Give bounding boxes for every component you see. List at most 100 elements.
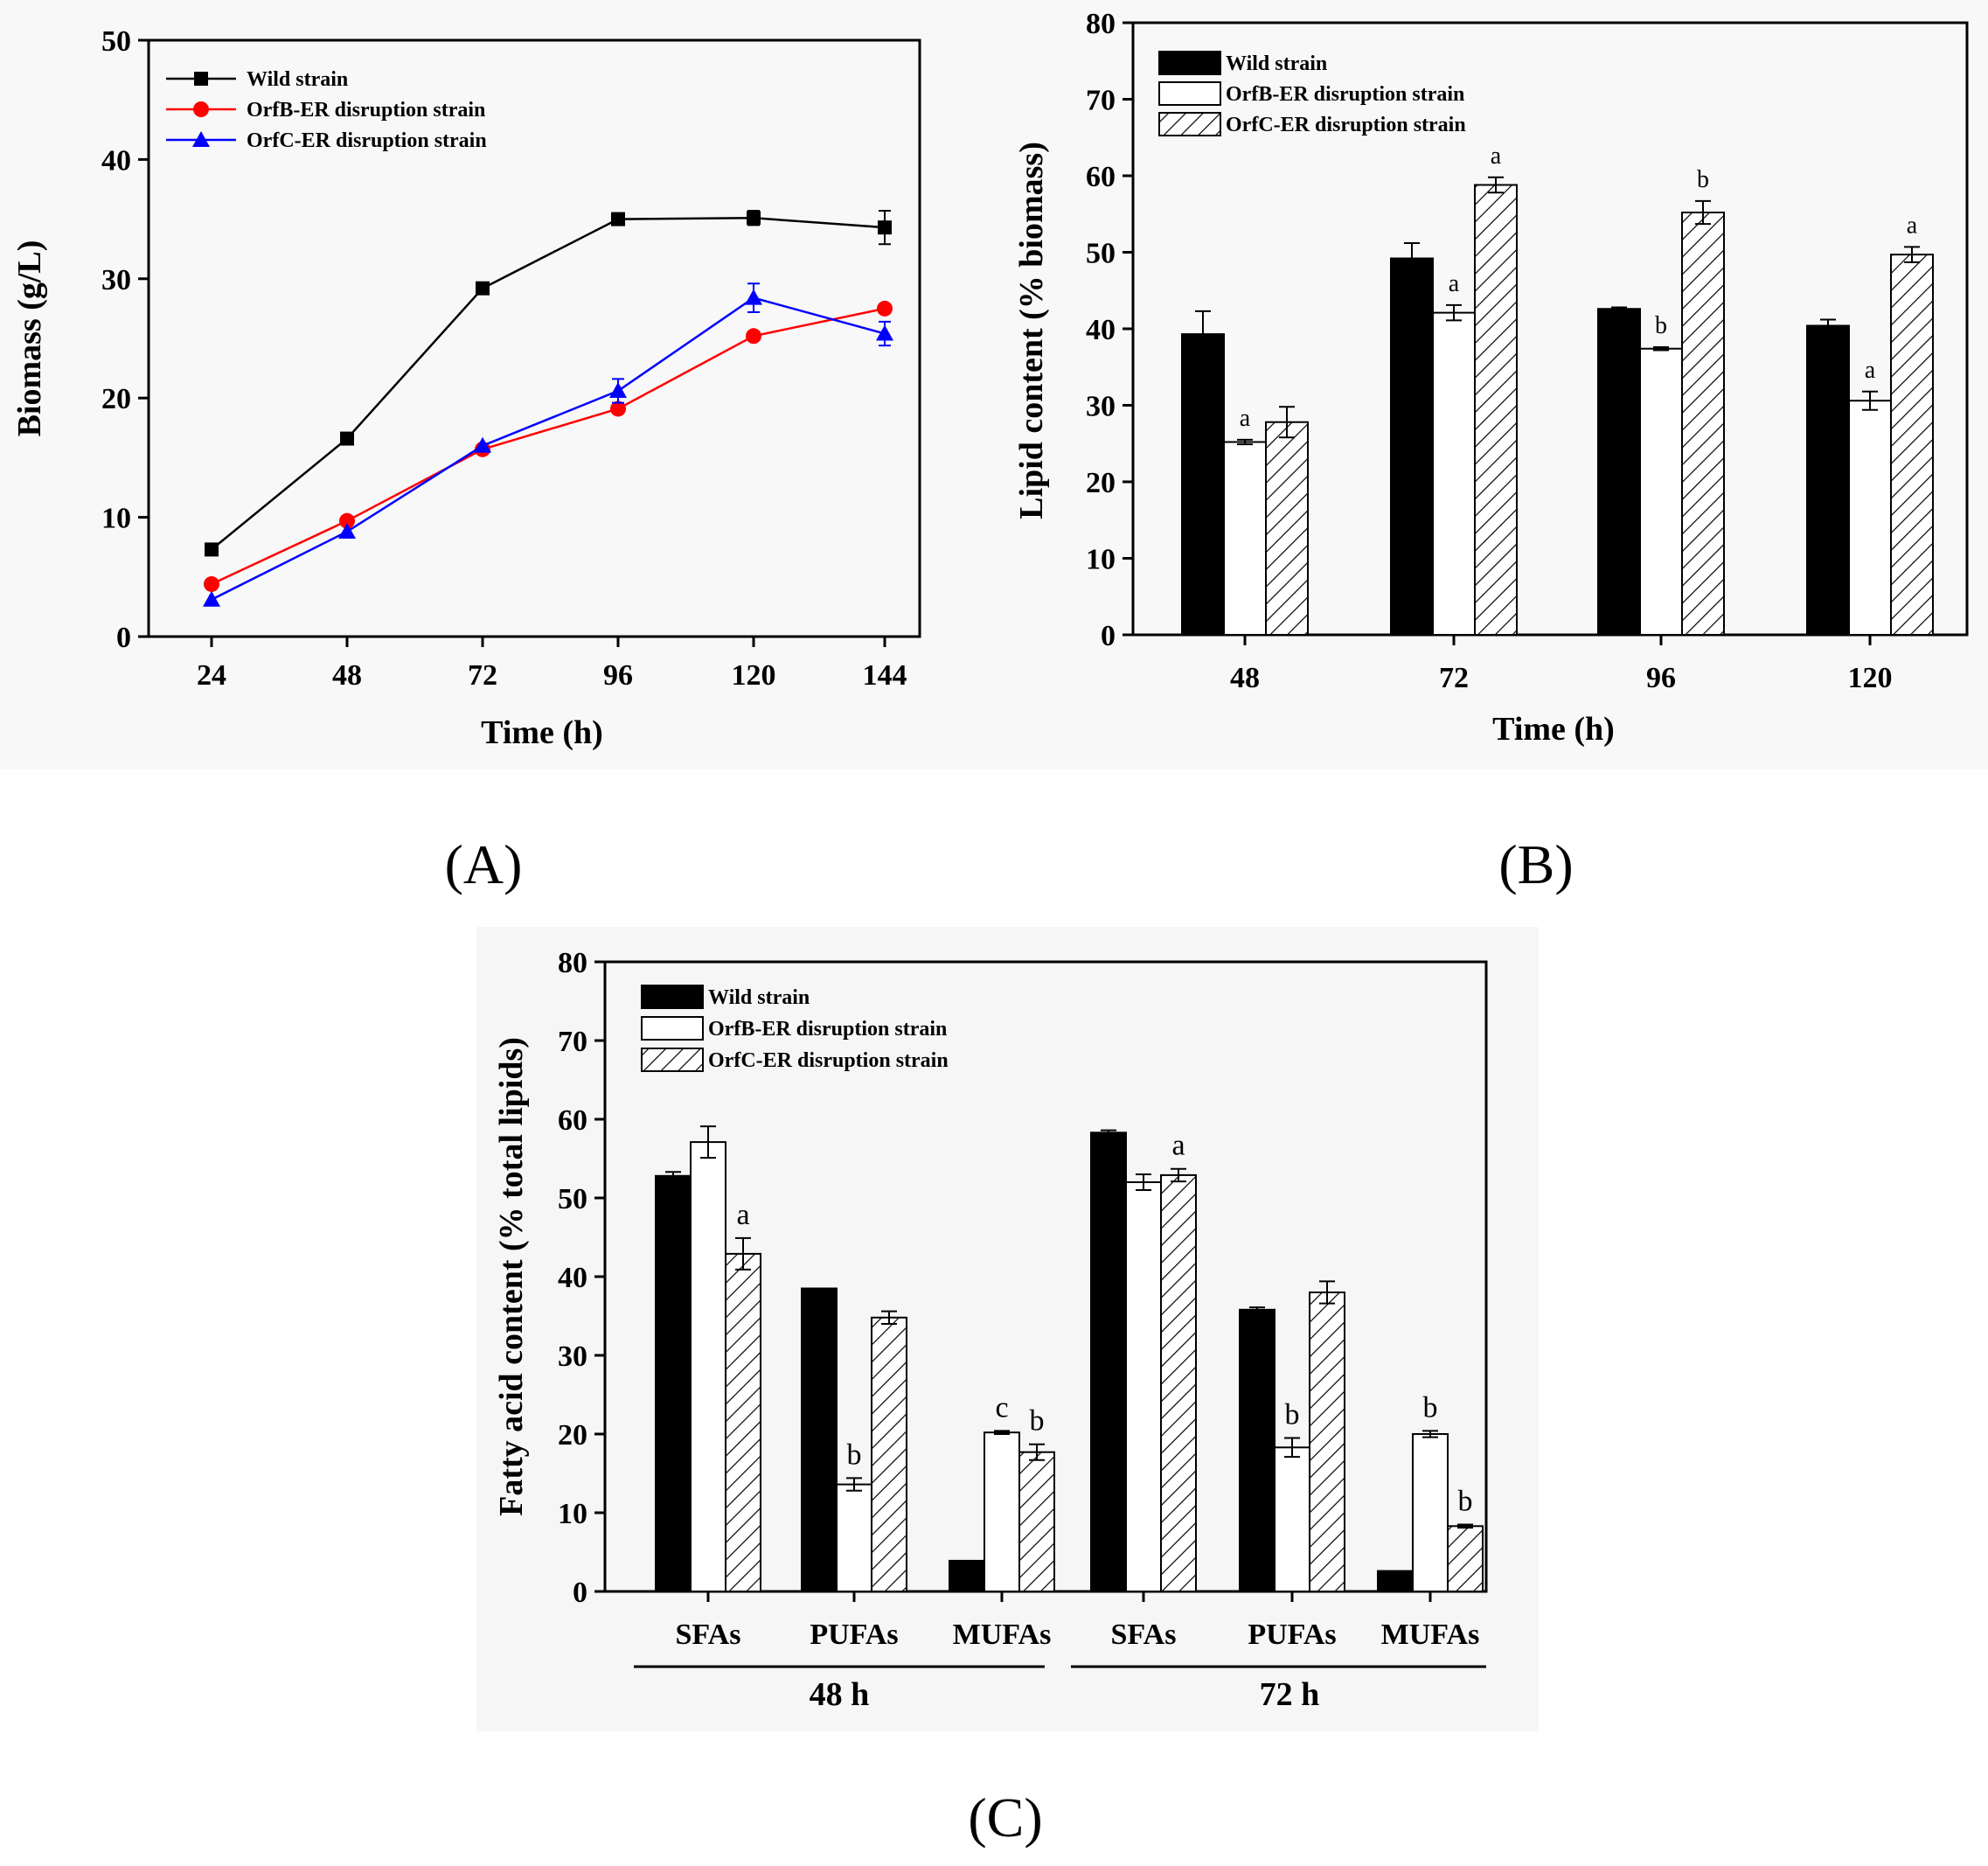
legend-label: OrfC-ER disruption strain	[1226, 114, 1466, 136]
y-tick-label: 10	[101, 503, 131, 535]
significance-label: b	[1030, 1405, 1045, 1438]
data-point	[609, 382, 627, 399]
x-tick-label: 24	[197, 659, 226, 692]
y-tick-label: 70	[558, 1026, 587, 1058]
chart-a-y-axis-label: Biomass (g/L)	[11, 240, 48, 437]
bar	[1125, 1181, 1162, 1592]
bar-series-2: bc b b	[690, 1125, 1449, 1593]
y-tick-label: 0	[116, 622, 131, 654]
legend-swatch	[1158, 112, 1221, 136]
data-point	[876, 324, 893, 341]
bar	[1474, 184, 1518, 636]
data-point	[340, 431, 354, 446]
data-point	[205, 542, 219, 557]
significance-label: a	[1449, 270, 1460, 297]
data-point	[203, 590, 220, 607]
x-tick-label: 72	[1439, 662, 1469, 694]
data-point	[877, 300, 893, 317]
legend-label: Wild strain	[708, 986, 810, 1009]
legend-swatch	[1158, 51, 1221, 75]
significance-label: a	[736, 1199, 749, 1231]
panel-c-background	[476, 927, 1539, 1731]
bar-series-2: a a b a	[1223, 270, 1892, 636]
chart-b-y-axis-label: Lipid content (% biomass)	[1013, 142, 1050, 519]
bar	[1377, 1570, 1414, 1592]
panel-label-a: (A)	[445, 833, 523, 895]
x-tick-label: 48	[332, 659, 362, 692]
chart-c-y-axis-label: Fatty acid content (% total lipids)	[493, 1037, 530, 1516]
significance-label: a	[1171, 1130, 1185, 1162]
bar	[1090, 1131, 1127, 1593]
bar	[949, 1559, 985, 1593]
y-tick-label: 50	[558, 1183, 587, 1215]
series-line	[211, 296, 886, 601]
data-point	[611, 212, 625, 226]
y-tick-label: 50	[101, 25, 131, 58]
chart-a-frame	[147, 38, 921, 638]
x-tick-label: 96	[603, 659, 633, 692]
series-3	[203, 282, 893, 607]
series-2	[204, 300, 893, 592]
bar	[801, 1287, 838, 1592]
data-point	[747, 211, 761, 226]
data-point	[610, 400, 626, 417]
legend-label: Wild strain	[1226, 52, 1327, 75]
x-tick-label: 120	[732, 659, 776, 692]
bar	[725, 1252, 761, 1593]
significance-label: a	[1491, 143, 1502, 170]
x-tick-label: 144	[863, 659, 907, 692]
data-point	[745, 289, 762, 305]
bar	[1848, 400, 1892, 636]
bar-series-3: a b a	[1265, 143, 1934, 636]
y-tick-label: 0	[1101, 620, 1116, 652]
group-label-48h: 48 h	[810, 1676, 870, 1713]
legend-swatch	[1158, 81, 1221, 106]
y-tick-label: 30	[1086, 391, 1116, 423]
significance-label: a	[1865, 357, 1876, 384]
bar	[1681, 212, 1725, 636]
group-label-72h: 72 h	[1260, 1676, 1320, 1713]
y-tick-label: 20	[1086, 467, 1116, 499]
bar	[1412, 1433, 1449, 1592]
legend-marker	[193, 101, 209, 117]
y-tick-label: 60	[1086, 161, 1116, 193]
legend-swatch	[641, 1048, 704, 1072]
bar	[871, 1316, 907, 1593]
y-tick-label: 0	[573, 1577, 587, 1609]
y-tick-label: 40	[1086, 314, 1116, 346]
y-tick-label: 80	[1086, 8, 1116, 40]
y-tick-label: 40	[101, 144, 131, 177]
bar	[1890, 254, 1934, 636]
bar	[1639, 347, 1683, 636]
bar	[1018, 1451, 1055, 1592]
bar	[836, 1483, 872, 1592]
series-line	[211, 216, 886, 551]
data-point	[476, 281, 490, 296]
legend-label: OrfB-ER disruption strain	[247, 99, 485, 122]
significance-label: c	[995, 1391, 1008, 1424]
bar	[1432, 311, 1476, 636]
significance-label: a	[1240, 405, 1251, 432]
bar	[1265, 421, 1309, 636]
y-tick-label: 20	[101, 383, 131, 415]
y-tick-label: 30	[558, 1340, 587, 1373]
y-tick-label: 60	[558, 1104, 587, 1137]
bar-series-1	[1181, 242, 1850, 636]
y-tick-label: 80	[558, 947, 587, 979]
significance-label: b	[1697, 166, 1709, 193]
significance-label: b	[1655, 312, 1667, 339]
bar	[655, 1174, 692, 1593]
lipid-content-bar-chart: 0 10 20 30 40 50 60 70 80 48 72 96 120 a a b a a b a Wild…	[1013, 8, 1969, 748]
chart-b-x-axis-label: Time (h)	[1492, 711, 1615, 748]
legend-marker	[192, 131, 210, 147]
bar-series-3: a b a b	[725, 1130, 1484, 1593]
bar	[1390, 257, 1434, 636]
significance-label: b	[1458, 1486, 1473, 1518]
bar	[1806, 324, 1850, 636]
panel-a-background	[0, 0, 1005, 769]
bar	[1160, 1173, 1197, 1593]
y-tick-label: 70	[1086, 85, 1116, 117]
bar	[1274, 1446, 1310, 1593]
bar	[1597, 308, 1641, 636]
y-tick-label: 10	[558, 1498, 587, 1530]
